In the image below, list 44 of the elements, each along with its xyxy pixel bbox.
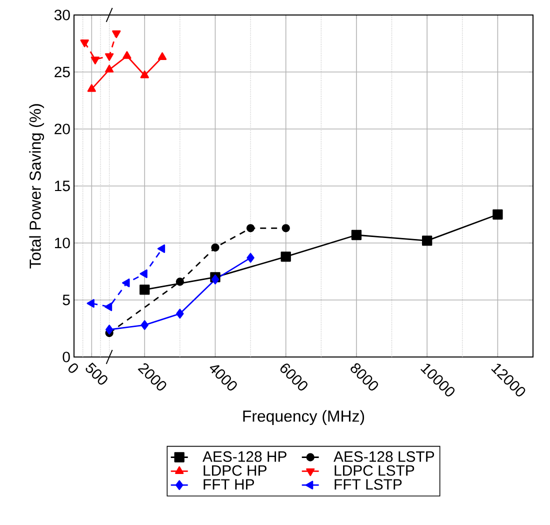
legend-label: FFT HP xyxy=(204,479,254,490)
y-tick-label: 25 xyxy=(54,66,70,78)
point xyxy=(158,52,167,60)
point xyxy=(112,30,121,38)
legend-label: LDPC LSTP xyxy=(334,465,414,476)
point xyxy=(282,224,290,232)
point xyxy=(104,302,112,312)
y-tick-label: 5 xyxy=(62,294,70,306)
point xyxy=(422,236,432,246)
point xyxy=(90,56,100,64)
point xyxy=(351,230,362,240)
y-tick-label: 0 xyxy=(62,352,70,362)
point xyxy=(211,274,220,284)
point xyxy=(122,51,132,59)
point xyxy=(86,299,94,308)
y-tick-label: 30 xyxy=(54,10,70,20)
point xyxy=(140,320,148,330)
y-tick-label: 10 xyxy=(55,238,70,248)
legend-label: AES-128 HP xyxy=(202,451,286,462)
legend-label: LDPC HP xyxy=(204,465,266,476)
point xyxy=(140,70,149,78)
point xyxy=(176,308,184,319)
point xyxy=(246,252,254,263)
legend-label: AES-128 LSTP xyxy=(334,451,434,462)
point xyxy=(176,278,184,286)
point xyxy=(122,278,130,288)
point xyxy=(492,209,503,220)
point xyxy=(104,53,114,61)
y-tick-label: 20 xyxy=(54,124,70,134)
point xyxy=(157,244,166,254)
point xyxy=(104,64,114,72)
point xyxy=(140,269,148,278)
point xyxy=(211,243,220,252)
y-axis-title: Total Power Saving (%) xyxy=(29,104,44,268)
point xyxy=(105,324,114,335)
point xyxy=(80,40,89,48)
legend-label: FFT LSTP xyxy=(334,479,402,490)
point xyxy=(280,252,291,262)
x-tick-label: 500 xyxy=(86,362,108,385)
y-tick-label: 15 xyxy=(55,180,70,192)
x-axis-title: Frequency (MHz) xyxy=(243,410,364,425)
point xyxy=(140,284,150,295)
point xyxy=(246,224,255,232)
point xyxy=(87,84,96,92)
